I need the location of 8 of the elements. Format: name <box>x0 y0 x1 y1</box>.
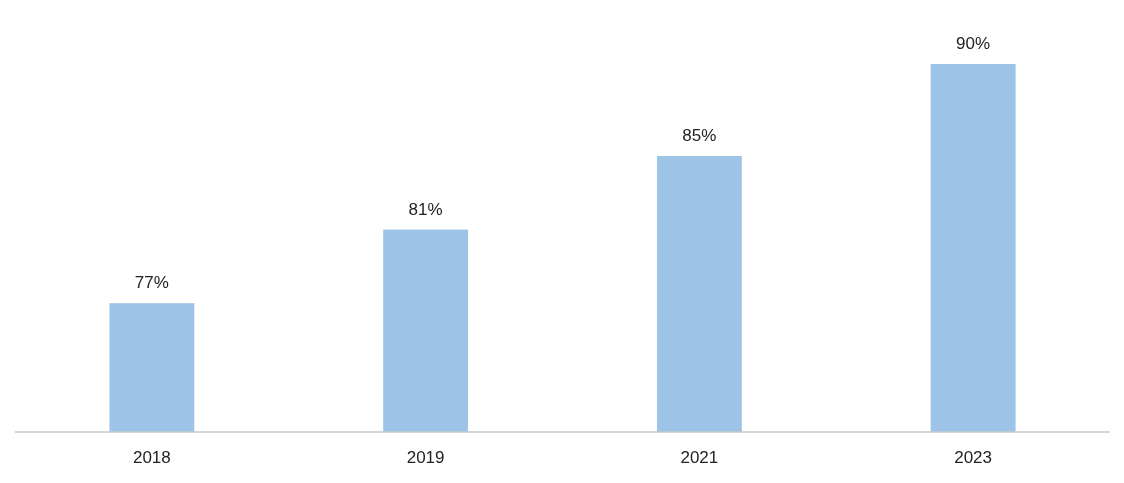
data-label: 77% <box>134 273 169 293</box>
x-tick-label: 2023 <box>954 448 993 467</box>
x-tick-label: 2021 <box>680 448 719 467</box>
x-tick-label: 2019 <box>406 448 445 467</box>
data-label: 85% <box>682 126 717 145</box>
x-tick-label: 2018 <box>132 448 171 467</box>
data-label: 90% <box>956 34 991 53</box>
data-label: 81% <box>408 199 443 219</box>
